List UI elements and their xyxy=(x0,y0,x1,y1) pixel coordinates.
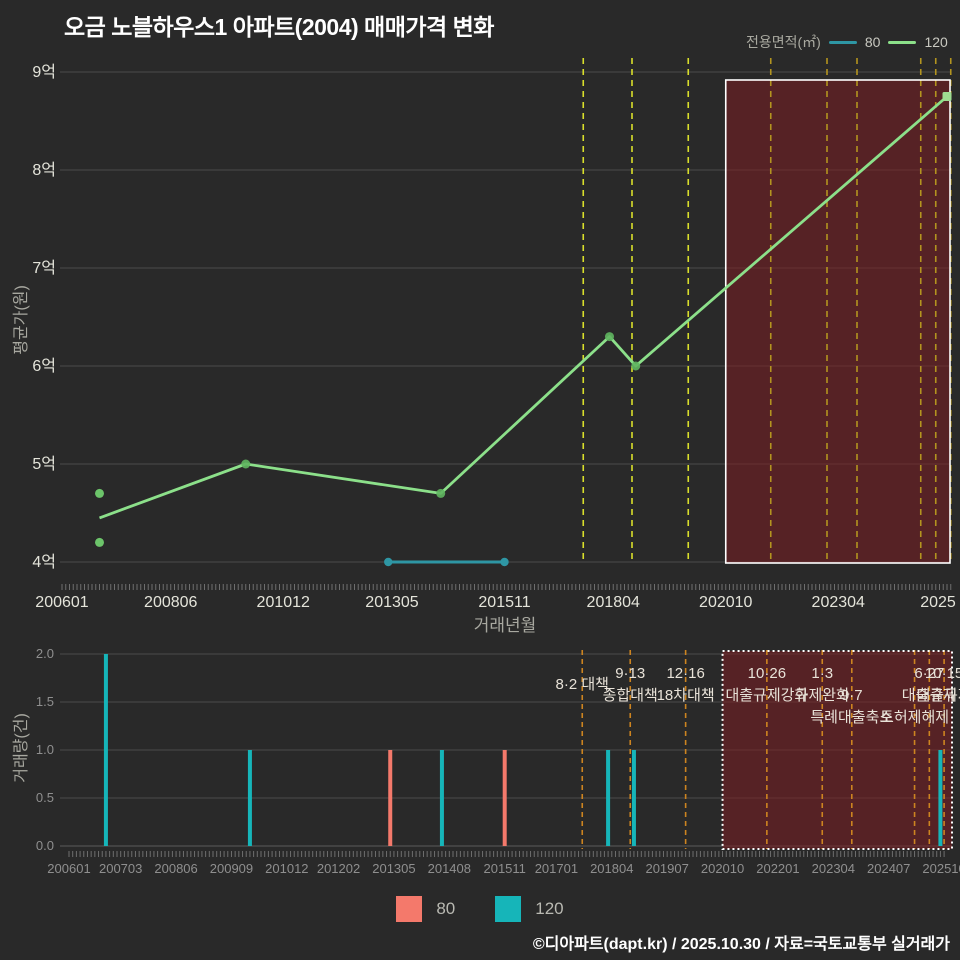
legend-bar-80-swatch xyxy=(396,896,423,922)
volume-xtick-label: 202407 xyxy=(867,861,910,876)
volume-bar-120 xyxy=(606,750,611,846)
volume-xtick-label: 200703 xyxy=(99,861,142,876)
volume-xtick-label: 201701 xyxy=(535,861,578,876)
price-xtick-label: 202304 xyxy=(812,594,865,611)
volume-xtick-label: 201804 xyxy=(590,861,633,876)
event-label: 9·13 xyxy=(615,665,645,682)
legend-120-label: 120 xyxy=(924,34,948,50)
volume-xtick-label: 201511 xyxy=(483,861,525,876)
price-scatter-dot xyxy=(95,488,104,498)
price-ytick-label: 9억 xyxy=(32,63,56,81)
event-label: 1·3 xyxy=(811,665,833,682)
volume-bar-120 xyxy=(938,750,943,846)
price-highlight-region xyxy=(725,80,950,563)
price-point-80 xyxy=(500,557,509,567)
event-label: 12·16 xyxy=(666,665,704,682)
price-ytick-label: 6억 xyxy=(32,357,56,375)
event-label: 18차대책 xyxy=(657,687,715,704)
event-label: 규제완화 xyxy=(795,687,850,704)
volume-highlight-border xyxy=(721,650,954,850)
volume-xtick-label: 201408 xyxy=(428,861,471,876)
volume-xtick-label: 200806 xyxy=(154,861,197,876)
event-label: 종합대책 xyxy=(603,687,658,704)
legend-bar-80-label: 80 xyxy=(436,899,456,918)
price-point-120 xyxy=(241,459,251,469)
legend-title: 전용면적(㎡) xyxy=(746,34,821,50)
volume-ytick-label: 0.0 xyxy=(36,838,54,853)
price-xaxis-title: 거래년월 xyxy=(474,616,537,635)
price-point-120 xyxy=(605,332,614,342)
legend-bar-120-swatch xyxy=(495,896,522,922)
price-highlight-border xyxy=(724,79,951,564)
price-xtick-label: 201804 xyxy=(587,594,640,611)
price-ytick-label: 7억 xyxy=(32,259,56,277)
volume-ytick-label: 1.0 xyxy=(36,742,54,757)
volume-ytick-label: 2.0 xyxy=(36,646,54,661)
volume-bar-80 xyxy=(502,750,507,846)
price-ytick-label: 4억 xyxy=(32,553,56,571)
volume-xtick-label: 200601 xyxy=(47,861,90,876)
volume-yaxis-title: 거래량(건) xyxy=(12,713,30,783)
event-label: 8·2 대책 xyxy=(556,676,609,693)
price-xtick-label: 201305 xyxy=(365,594,418,611)
volume-xtick-label: 201012 xyxy=(265,861,308,876)
volume-bar-120 xyxy=(247,750,252,846)
volume-xtick-label: 202510 xyxy=(922,861,960,876)
price-xtick-label: 200601 xyxy=(35,594,88,611)
volume-xtick-label: 202201 xyxy=(756,861,799,876)
legend-area-series: 전용면적(㎡) 80 120 xyxy=(746,32,948,52)
price-point-80 xyxy=(384,557,393,567)
volume-bar-120 xyxy=(103,654,108,846)
price-xtick-label: 201012 xyxy=(257,594,310,611)
page-title: 오금 노블하우스1 아파트(2004) 매매가격 변화 xyxy=(64,14,494,40)
legend-80-label: 80 xyxy=(864,34,881,50)
volume-xtick-label: 202304 xyxy=(812,861,855,876)
volume-xtick-label: 201202 xyxy=(317,861,360,876)
price-point-120 xyxy=(436,488,446,498)
legend-120-line-swatch xyxy=(888,40,917,44)
price-xtick-label: 2025 xyxy=(920,594,956,611)
event-label: 10·15 xyxy=(925,665,960,682)
source-credit: ©디아파트(dapt.kr) / 2025.10.30 / 자료=국토교통부 실… xyxy=(532,936,950,953)
price-ytick-label: 5억 xyxy=(32,455,56,473)
legend-bar-120-label: 120 xyxy=(535,899,564,918)
volume-xtick-label: 201907 xyxy=(645,861,688,876)
price-ytick-label: 8억 xyxy=(32,161,56,179)
event-label: 6·27 xyxy=(914,665,944,682)
price-xtick-label: 201511 xyxy=(478,594,530,611)
volume-ytick-label: 0.5 xyxy=(36,790,54,805)
volume-bar-80 xyxy=(388,750,393,846)
volume-bar-120 xyxy=(439,750,444,846)
event-label: 특례대출축소 xyxy=(810,709,893,726)
price-xtick-label: 202010 xyxy=(699,594,752,611)
event-label: 대출규제 xyxy=(902,687,957,704)
price-scatter-dot xyxy=(95,537,104,547)
volume-xtick-label: 201305 xyxy=(372,861,415,876)
volume-xtick-label: 200909 xyxy=(210,861,253,876)
legend-80-line-swatch xyxy=(828,40,857,44)
event-label: 대출규제강화 xyxy=(725,687,808,704)
volume-highlight-region xyxy=(722,651,952,849)
price-point-120 xyxy=(631,361,641,371)
volume-xtick-label: 202010 xyxy=(701,861,744,876)
volume-ytick-label: 1.5 xyxy=(36,694,54,709)
event-label: 10·26 xyxy=(748,665,786,682)
event-label: 대출규제 xyxy=(916,687,960,704)
event-label: 토허제해제 xyxy=(880,709,949,726)
price-endpoint-120 xyxy=(942,92,952,101)
price-yaxis-title: 평균가(원) xyxy=(12,285,30,355)
price-line-120 xyxy=(99,95,948,520)
price-xtick-label: 200806 xyxy=(144,594,197,611)
legend-volume: 80 120 xyxy=(0,896,960,922)
event-label: 9·7 xyxy=(841,687,863,704)
volume-bar-120 xyxy=(631,750,636,846)
